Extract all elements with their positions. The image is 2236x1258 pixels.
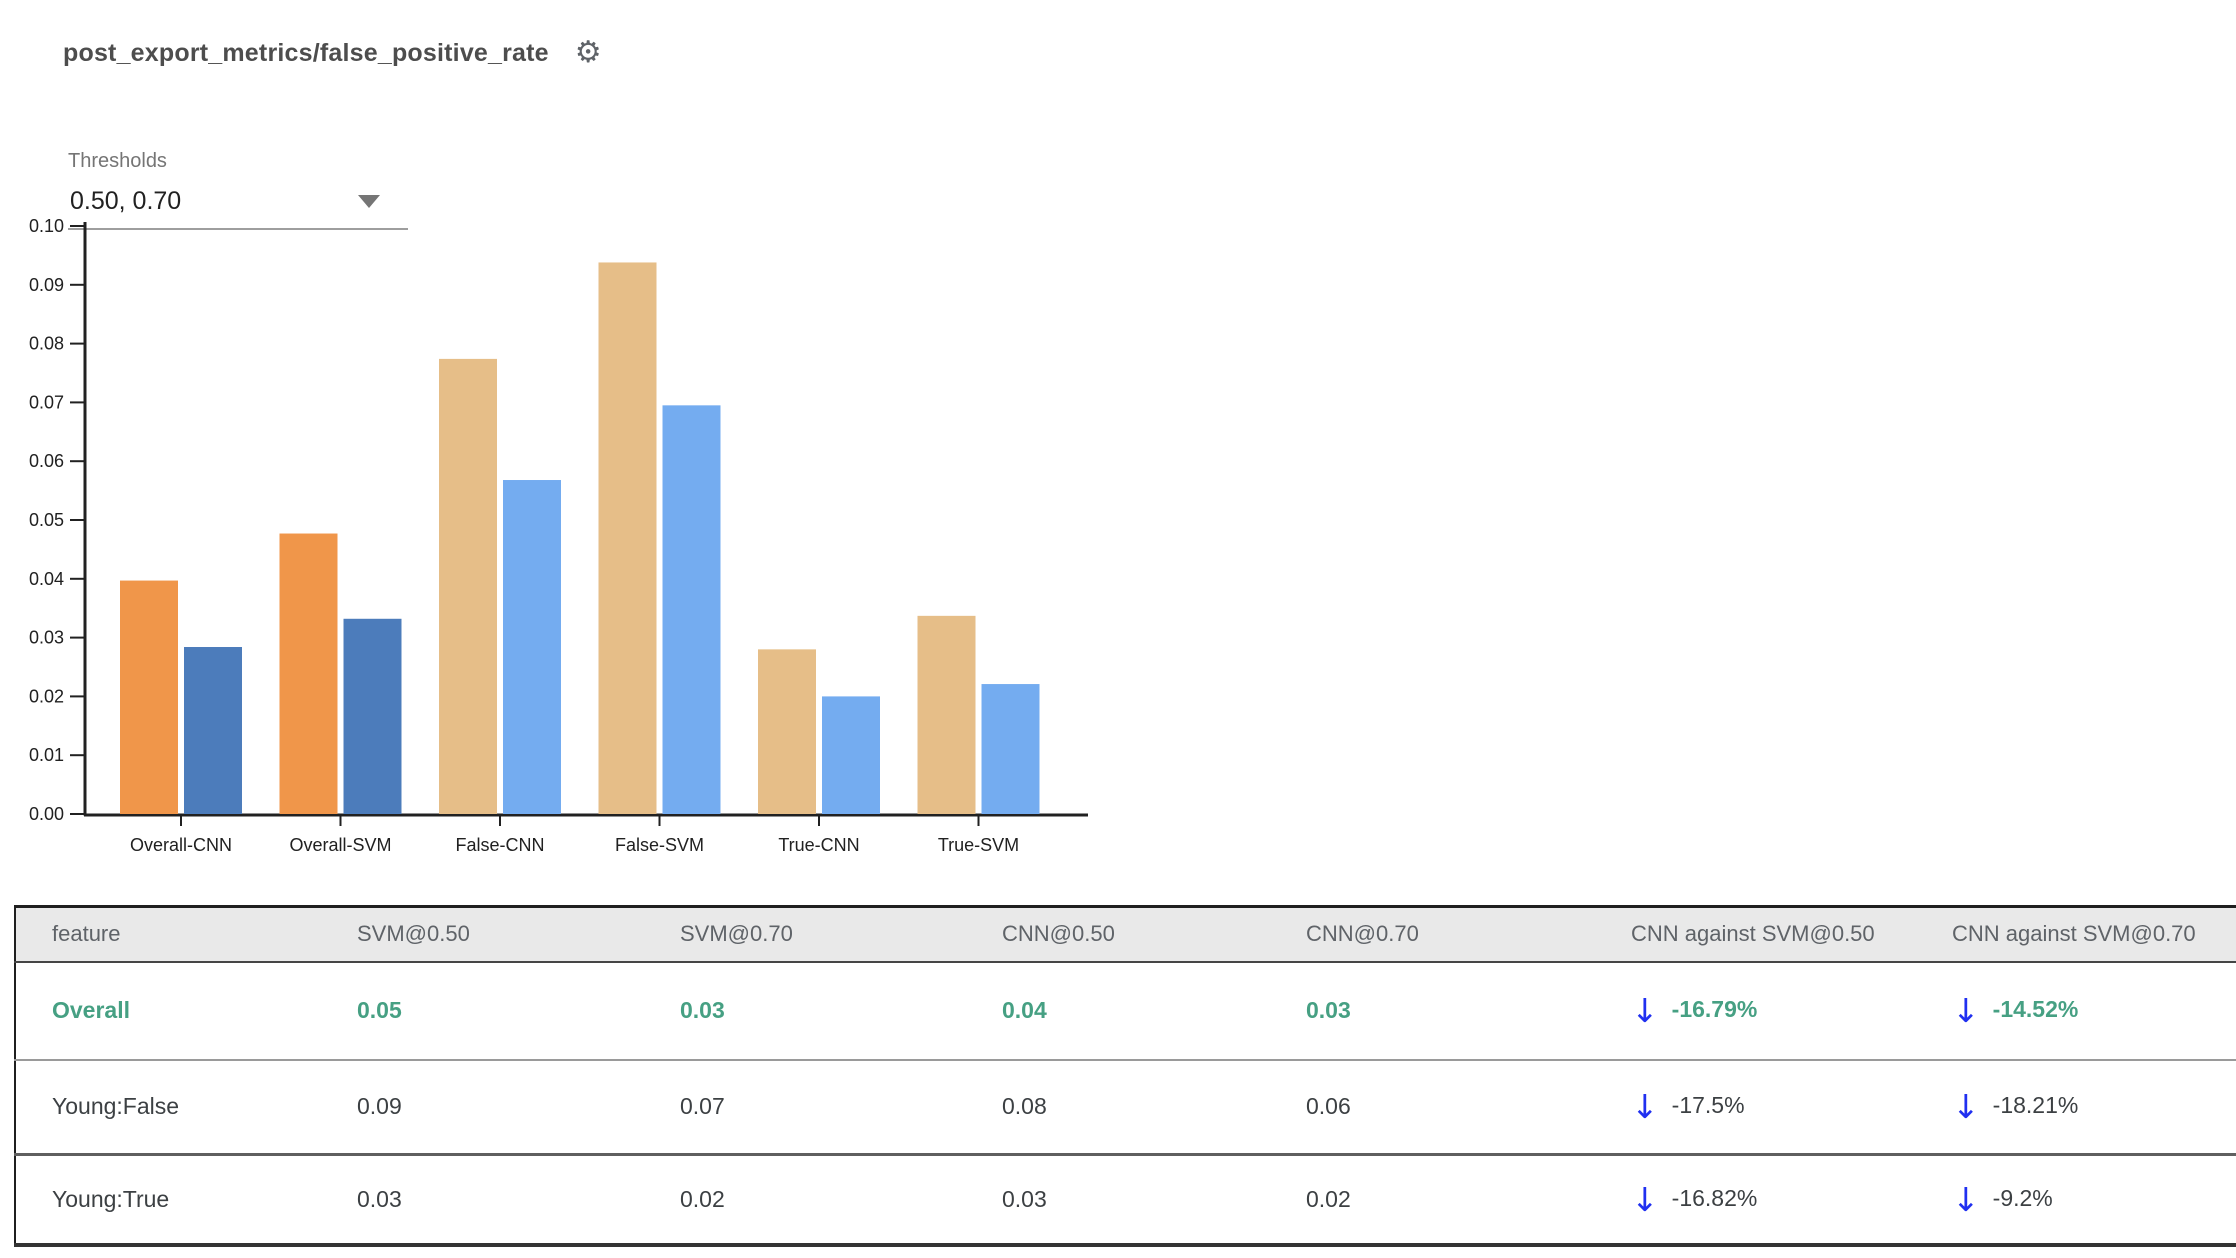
bar-false-cnn-0.50 <box>439 358 497 814</box>
title-row: post_export_metrics/false_positive_rate … <box>63 38 602 68</box>
down-arrow-icon: ↓ <box>1631 1087 1659 1127</box>
bar-true-cnn-0.70 <box>822 696 880 814</box>
bar-false-svm-0.50 <box>598 262 657 814</box>
x-tick-label: Overall-CNN <box>130 835 232 855</box>
bar-overall-cnn-0.50 <box>120 580 178 814</box>
delta-cell: ↓ -14.52% <box>1951 962 2236 1060</box>
column-header-svm-050: SVM@0.50 <box>356 906 679 963</box>
y-tick-label: 0.09 <box>29 275 64 295</box>
feature-cell: Young:True <box>52 1185 170 1212</box>
y-tick-label: 0.01 <box>29 745 64 765</box>
false-positive-rate-bar-chart: 0.00 0.01 0.02 0.03 0.04 0.05 0.06 0.07 0.08 0.09… <box>29 216 1088 855</box>
dropdown-arrow-icon[interactable] <box>358 195 380 208</box>
value-cell: 0.03 <box>1002 1185 1047 1212</box>
delta-cell: ↓ -16.82% <box>1630 1155 1951 1245</box>
delta-value: -14.52% <box>1992 996 2079 1022</box>
bar-overall-svm-0.50 <box>279 533 338 814</box>
bar-false-svm-0.70 <box>662 405 721 814</box>
x-tick-label: True-CNN <box>778 835 859 855</box>
bar-true-svm-0.70 <box>981 684 1040 814</box>
bar-true-svm-0.50 <box>917 615 976 814</box>
column-header-feature: feature <box>15 906 356 963</box>
delta-cell: ↓ -16.79% <box>1630 962 1951 1060</box>
value-cell: 0.09 <box>357 1093 402 1120</box>
thresholds-value-row: 0.50, 0.70 <box>68 177 408 230</box>
y-tick-label: 0.06 <box>29 451 64 471</box>
page-title: post_export_metrics/false_positive_rate <box>63 38 549 67</box>
down-arrow-icon: ↓ <box>1631 991 1659 1030</box>
y-tick-label: 0.02 <box>29 686 64 706</box>
delta-cell: ↓ -9.2% <box>1951 1155 2236 1245</box>
column-header-cnn-050: CNN@0.50 <box>1001 906 1305 963</box>
x-tick-label: False-CNN <box>455 835 544 855</box>
delta-value: -16.79% <box>1671 996 1758 1022</box>
y-tick-label: 0.04 <box>29 569 64 589</box>
delta-value: -16.82% <box>1671 1184 1758 1211</box>
thresholds-value: 0.50, 0.70 <box>70 187 182 215</box>
value-cell: 0.08 <box>1002 1093 1047 1120</box>
y-tick-label: 0.00 <box>29 804 64 824</box>
column-header-svm-070: SVM@0.70 <box>679 906 1001 963</box>
y-tick-label: 0.07 <box>29 392 64 412</box>
delta-value: -18.21% <box>1992 1092 2079 1119</box>
value-cell: 0.02 <box>1306 1185 1351 1212</box>
y-tick-label: 0.08 <box>29 334 64 354</box>
column-header-cnn-against-svm-050: CNN against SVM@0.50 <box>1630 906 1951 963</box>
value-cell: 0.05 <box>357 997 402 1023</box>
feature-cell: Overall <box>52 997 130 1023</box>
delta-cell: ↓ -17.5% <box>1630 1060 1951 1155</box>
table-row-overall: Overall 0.05 0.03 0.04 0.03 ↓ -16.79% ↓ -1… <box>15 962 2236 1060</box>
down-arrow-icon: ↓ <box>1952 991 1980 1030</box>
value-cell: 0.06 <box>1306 1093 1351 1120</box>
bar-false-cnn-0.70 <box>503 480 561 814</box>
feature-cell: Young:False <box>52 1093 180 1120</box>
value-cell: 0.03 <box>1306 997 1351 1023</box>
bar-overall-svm-0.70 <box>343 618 402 814</box>
delta-value: -9.2% <box>1992 1184 2053 1211</box>
bar-overall-cnn-0.70 <box>184 647 242 814</box>
value-cell: 0.03 <box>680 997 725 1023</box>
down-arrow-icon: ↓ <box>1952 1179 1980 1219</box>
y-tick-label: 0.10 <box>29 216 64 236</box>
settings-gear-icon[interactable]: ⚙ <box>574 35 602 70</box>
x-tick-label: True-SVM <box>938 835 1019 855</box>
down-arrow-icon: ↓ <box>1631 1179 1659 1219</box>
table-row-young-false: Young:False 0.09 0.07 0.08 0.06 ↓ -17.5% … <box>15 1060 2236 1155</box>
value-cell: 0.02 <box>680 1185 725 1212</box>
x-tick-label: Overall-SVM <box>289 835 391 855</box>
delta-cell: ↓ -18.21% <box>1951 1060 2236 1155</box>
bar-true-cnn-0.50 <box>758 649 816 814</box>
column-header-cnn-against-svm-070: CNN against SVM@0.70 <box>1951 906 2236 963</box>
column-header-cnn-070: CNN@0.70 <box>1305 906 1630 963</box>
x-tick-label: False-SVM <box>615 835 704 855</box>
y-tick-label: 0.03 <box>29 628 64 648</box>
y-tick-label: 0.05 <box>29 510 64 530</box>
value-cell: 0.04 <box>1002 997 1047 1023</box>
down-arrow-icon: ↓ <box>1952 1087 1980 1127</box>
table-header-row: feature SVM@0.50 SVM@0.70 CNN@0.50 CNN@0… <box>15 906 2236 963</box>
table-row-young-true: Young:True 0.03 0.02 0.03 0.02 ↓ -16.82% … <box>15 1155 2236 1245</box>
value-cell: 0.03 <box>357 1185 402 1212</box>
metrics-table: feature SVM@0.50 SVM@0.70 CNN@0.50 CNN@0… <box>14 905 2236 1247</box>
delta-value: -17.5% <box>1671 1092 1745 1119</box>
thresholds-select[interactable]: Thresholds 0.50, 0.70 <box>68 150 408 230</box>
thresholds-label: Thresholds <box>68 150 167 172</box>
value-cell: 0.07 <box>680 1093 725 1120</box>
